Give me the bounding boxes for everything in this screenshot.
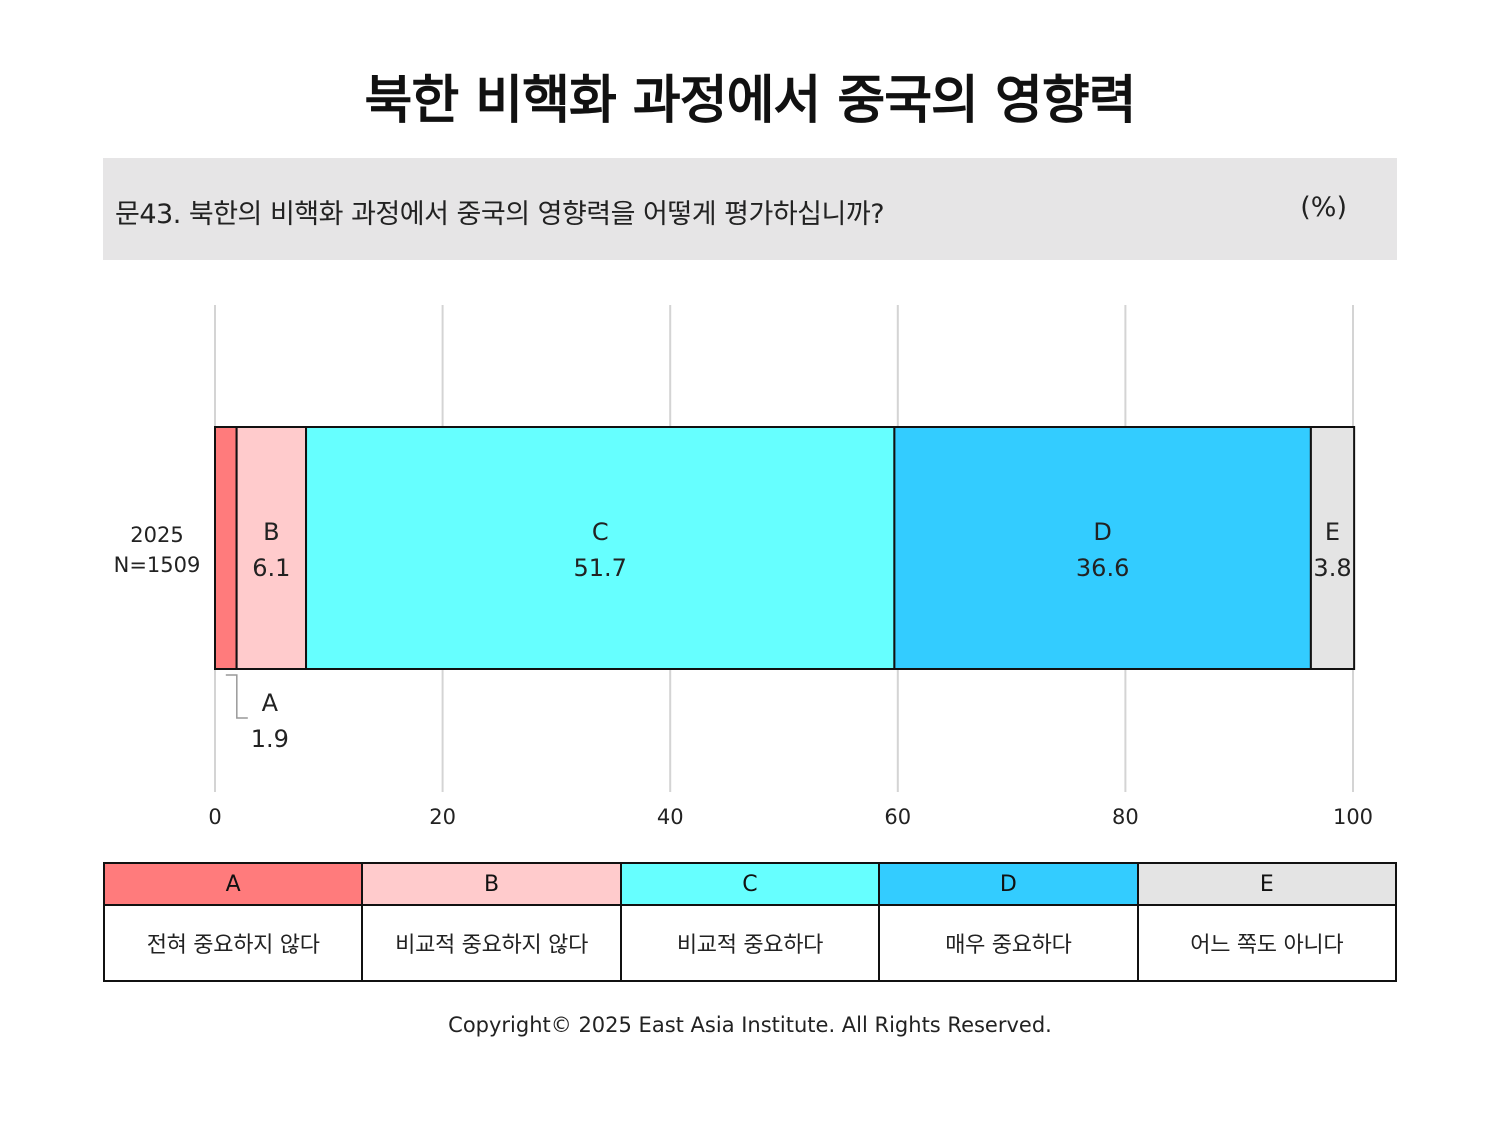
bar-segment-e [1309,426,1356,670]
bar-segment-c [305,426,896,670]
x-tick-label-0: 0 [208,805,221,829]
chart-title: 북한 비핵화 과정에서 중국의 영향력 [364,71,1136,131]
legend-code-c: C [619,862,881,906]
row-label-n: N=1509 [114,553,201,577]
question-text: 문43. 북한의 비핵화 과정에서 중국의 영향력을 어떻게 평가하십니까? [115,199,885,230]
legend-code-d: D [878,862,1139,906]
legend-code-row: A B C D E [102,862,1398,906]
segment-code-d: D [1093,518,1111,546]
segment-value-c: 51.7 [573,554,626,582]
copyright-notice: Copyright© 2025 East Asia Institute. All… [448,1013,1052,1037]
x-tick-label-20: 20 [429,805,456,829]
segment-value-b: 6.1 [252,554,290,582]
legend-label-b: 비교적 중요하지 않다 [361,904,622,982]
legend-code-a: A [102,862,364,906]
legend-label-a: 전혀 중요하지 않다 [102,904,364,982]
segment-code-a: A [262,689,279,717]
legend-label-row: 전혀 중요하지 않다 비교적 중요하지 않다 비교적 중요하다 매우 중요하다 … [102,904,1398,982]
legend-table: A B C D E 전혀 중요하지 않다 비교적 중요하지 않다 비교적 중요하… [102,862,1398,982]
x-tick-label-60: 60 [884,805,911,829]
segment-value-a: 1.9 [251,725,289,753]
segment-value-e: 3.8 [1313,554,1351,582]
question-box: 문43. 북한의 비핵화 과정에서 중국의 영향력을 어떻게 평가하십니까? (… [103,158,1397,260]
unit-label: (%) [1300,192,1347,223]
callout-line-a [225,674,248,719]
bar-segment-d [893,426,1312,670]
segment-value-d: 36.6 [1076,554,1129,582]
x-tick-label-80: 80 [1112,805,1139,829]
bar-segment-a [214,426,238,670]
legend-code-e: E [1136,862,1398,906]
x-tick-label-100: 100 [1333,805,1373,829]
stacked-bar-chart: 0 20 40 60 80 100 2025 N=1509 A 1.9 B 6.1 C 51.7 D 36.6… [114,305,1373,829]
legend-code-b: B [361,862,622,906]
segment-code-c: C [592,518,609,546]
x-tick-label-40: 40 [657,805,684,829]
segment-code-e: E [1325,518,1340,546]
bar-segment-b [235,426,308,670]
legend-label-d: 매우 중요하다 [878,904,1139,982]
legend-label-c: 비교적 중요하다 [619,904,881,982]
segment-code-b: B [263,518,279,546]
row-label-year: 2025 [130,523,183,547]
legend-label-e: 어느 쪽도 아니다 [1136,904,1398,982]
